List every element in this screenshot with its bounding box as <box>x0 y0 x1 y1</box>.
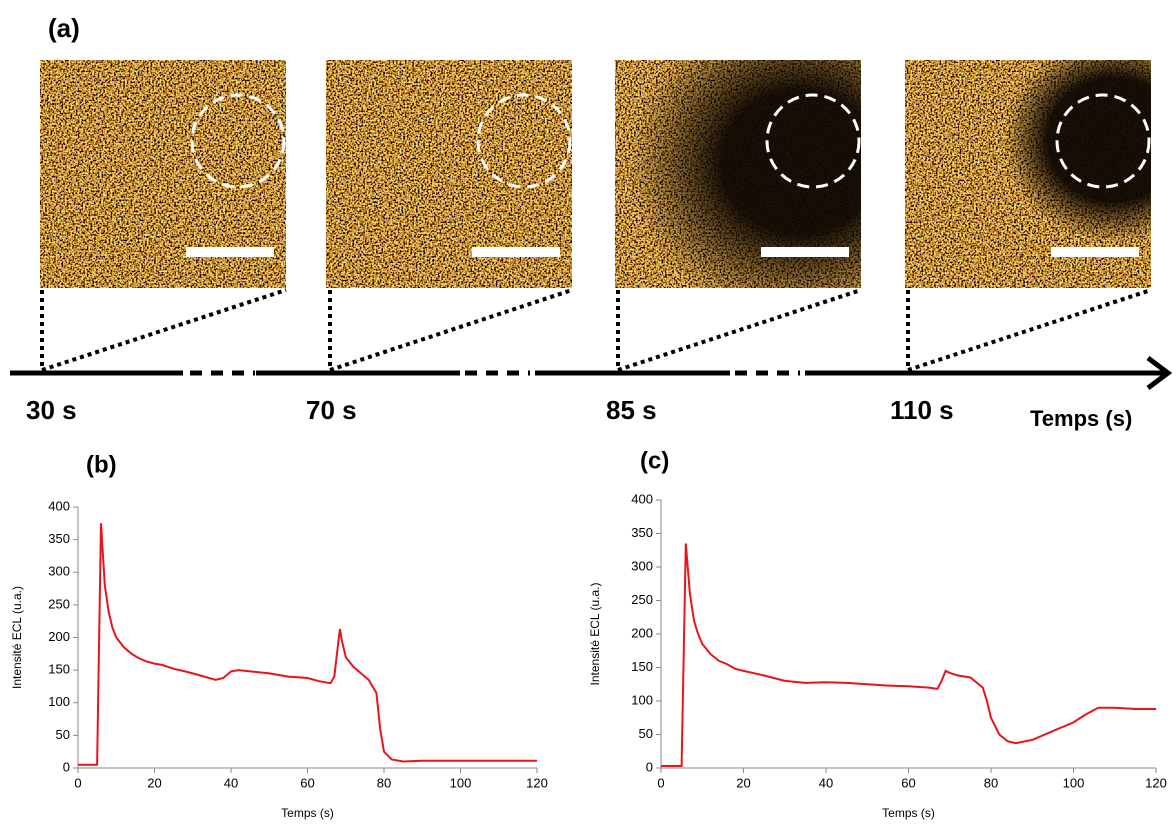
timeline-axis-label: Temps (s) <box>1030 406 1132 431</box>
y-tick-label: 400 <box>631 491 653 506</box>
x-tick-label: 60 <box>901 775 915 790</box>
time-label: 70 s <box>306 395 357 425</box>
x-tick-label: 0 <box>657 775 664 790</box>
y-tick-label: 300 <box>48 564 70 579</box>
data-line <box>661 543 1156 767</box>
time-label: 30 s <box>26 395 77 425</box>
y-tick-label: 300 <box>631 558 653 573</box>
y-tick-label: 50 <box>56 727 70 742</box>
x-tick-label: 40 <box>819 775 833 790</box>
y-tick-label: 250 <box>48 596 70 611</box>
time-label: 85 s <box>606 395 657 425</box>
x-tick-label: 80 <box>377 775 391 790</box>
y-tick-label: 400 <box>48 498 70 513</box>
x-tick-label: 0 <box>74 775 81 790</box>
x-tick-label: 20 <box>736 775 750 790</box>
y-axis-label: Intensité ECL (u.a.) <box>10 586 24 689</box>
roi-circle <box>1055 93 1151 189</box>
y-tick-label: 0 <box>646 759 653 774</box>
x-axis-label: Temps (s) <box>882 806 935 820</box>
roi-circle <box>765 93 861 189</box>
x-tick-label: 80 <box>984 775 998 790</box>
panel-label: (a) <box>48 13 80 43</box>
roi-circle <box>190 93 286 189</box>
connector <box>328 288 573 373</box>
y-tick-label: 350 <box>631 525 653 540</box>
x-tick-label: 60 <box>300 775 314 790</box>
x-tick-label: 100 <box>450 775 472 790</box>
y-tick-label: 100 <box>631 692 653 707</box>
y-tick-label: 350 <box>48 531 70 546</box>
connector <box>40 288 287 373</box>
y-axis-label: Intensité ECL (u.a.) <box>588 583 602 686</box>
y-tick-label: 150 <box>48 662 70 677</box>
x-tick-label: 40 <box>224 775 238 790</box>
y-tick-label: 150 <box>631 659 653 674</box>
y-tick-label: 50 <box>639 726 653 741</box>
y-tick-label: 200 <box>48 629 70 644</box>
scale-bar <box>1051 247 1139 257</box>
roi-circle <box>476 93 572 189</box>
x-tick-label: 100 <box>1063 775 1085 790</box>
scale-bar <box>472 247 560 257</box>
y-tick-label: 200 <box>631 625 653 640</box>
panel-label: (b) <box>86 451 117 478</box>
connectors <box>40 288 1152 373</box>
x-tick-label: 120 <box>526 775 548 790</box>
timeline <box>10 356 1173 390</box>
y-tick-label: 100 <box>48 694 70 709</box>
scale-bar <box>186 247 274 257</box>
x-tick-label: 120 <box>1145 775 1167 790</box>
micrographs <box>40 60 1151 288</box>
connector <box>616 288 862 373</box>
arrow-head <box>1146 356 1173 390</box>
data-line <box>78 523 537 766</box>
y-tick-label: 250 <box>631 592 653 607</box>
scale-bar <box>761 247 849 257</box>
panel-label: (c) <box>640 447 669 474</box>
y-tick-label: 0 <box>63 759 70 774</box>
x-axis-label: Temps (s) <box>281 806 334 820</box>
x-tick-label: 20 <box>147 775 161 790</box>
time-label: 110 s <box>890 395 954 425</box>
connector <box>906 288 1152 373</box>
